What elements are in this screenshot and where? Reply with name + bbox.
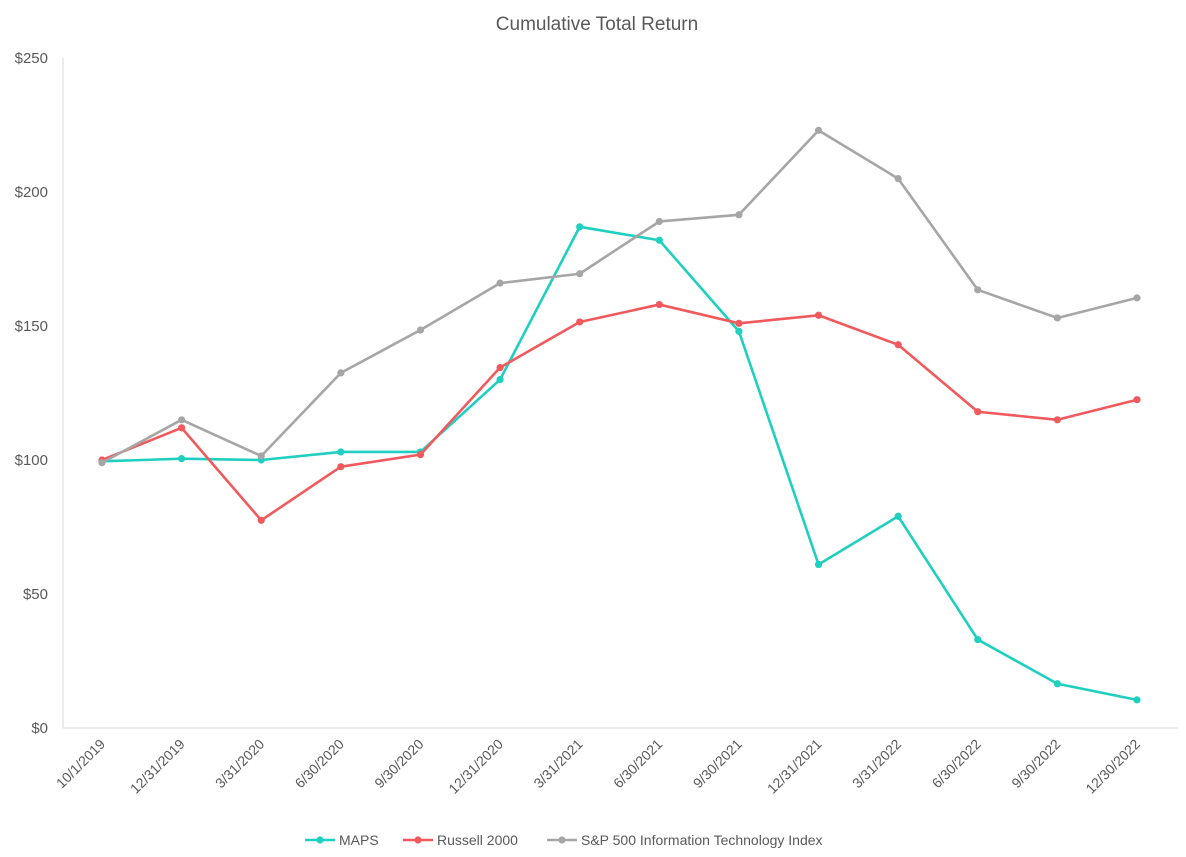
x-tick-label: 12/30/2022 (1082, 736, 1143, 797)
data-point (814, 560, 823, 569)
data-point (894, 341, 902, 349)
legend-label: S&P 500 Information Technology Index (581, 832, 823, 848)
data-point (814, 126, 823, 134)
y-tick-label: $250 (15, 50, 48, 67)
data-point (974, 635, 982, 644)
series-2 (98, 300, 1141, 524)
y-tick-label: $0 (31, 720, 48, 737)
data-point (655, 217, 663, 226)
legend-item: Russell 2000 (403, 832, 518, 848)
data-point (974, 286, 982, 294)
data-point (416, 326, 425, 334)
x-tick-label: 3/31/2020 (212, 736, 268, 792)
legend-label: Russell 2000 (437, 832, 518, 848)
data-point (337, 448, 345, 456)
data-point (178, 424, 186, 432)
data-point (894, 175, 902, 183)
x-tick-label: 12/31/2019 (127, 736, 188, 797)
data-point (257, 516, 265, 524)
data-point (894, 512, 902, 520)
x-tick-label: 10/1/2019 (53, 736, 109, 792)
y-axis-ticks: $0 $50 $100 $150 $200 $250 (15, 50, 48, 737)
data-point (98, 459, 106, 467)
legend-swatch-marker (558, 836, 566, 844)
data-point (655, 236, 663, 244)
y-tick-label: $50 (23, 586, 48, 603)
data-point (735, 211, 743, 219)
y-tick-label: $100 (15, 452, 48, 469)
data-point (1053, 314, 1061, 322)
x-tick-label: 9/30/2020 (371, 736, 427, 792)
legend: MAPS Russell 2000 S&P 500 Information Tech… (305, 832, 823, 848)
data-point (576, 223, 584, 231)
data-point (1053, 680, 1061, 688)
data-point (1133, 696, 1141, 704)
data-point (735, 319, 743, 327)
data-point (1133, 294, 1141, 302)
data-point (1133, 396, 1141, 404)
data-point (576, 318, 584, 326)
x-tick-label: 9/30/2022 (1008, 736, 1064, 792)
data-point (496, 363, 504, 372)
x-tick-label: 9/30/2021 (690, 736, 746, 792)
legend-label: MAPS (339, 832, 379, 848)
chart-title: Cumulative Total Return (496, 14, 698, 35)
data-point (178, 416, 186, 424)
y-tick-label: $150 (15, 318, 48, 335)
data-point (337, 369, 345, 377)
x-axis-ticks: 10/1/2019 12/31/2019 3/31/2020 6/30/2020 9/3… (53, 736, 1144, 797)
x-tick-label: 6/30/2022 (929, 736, 985, 792)
legend-item: MAPS (305, 832, 379, 848)
x-tick-label: 12/31/2020 (445, 736, 506, 797)
legend-swatch-marker (414, 836, 422, 844)
series-layer (98, 126, 1141, 704)
data-point (735, 327, 743, 335)
data-point (337, 463, 345, 471)
series-line (100, 225, 1139, 702)
x-tick-label: 12/31/2021 (764, 736, 825, 797)
data-point (974, 408, 982, 416)
legend-swatch-marker (316, 836, 324, 844)
data-point (178, 455, 186, 463)
data-point (814, 311, 823, 319)
data-point (257, 452, 265, 460)
data-point (576, 270, 584, 278)
data-point (1053, 416, 1061, 424)
y-tick-label: $200 (15, 184, 48, 201)
data-point (496, 376, 504, 384)
data-point (655, 300, 663, 309)
series-line (100, 129, 1139, 464)
x-tick-label: 6/30/2020 (292, 736, 348, 792)
series-line (100, 303, 1139, 522)
legend-item: S&P 500 Information Technology Index (547, 832, 823, 848)
data-point (416, 451, 425, 459)
data-point (496, 279, 504, 287)
x-tick-label: 3/31/2022 (849, 736, 905, 792)
series-3 (98, 126, 1141, 467)
series-1 (98, 223, 1141, 704)
x-tick-label: 6/30/2021 (610, 736, 666, 792)
x-tick-label: 3/31/2021 (530, 736, 586, 792)
